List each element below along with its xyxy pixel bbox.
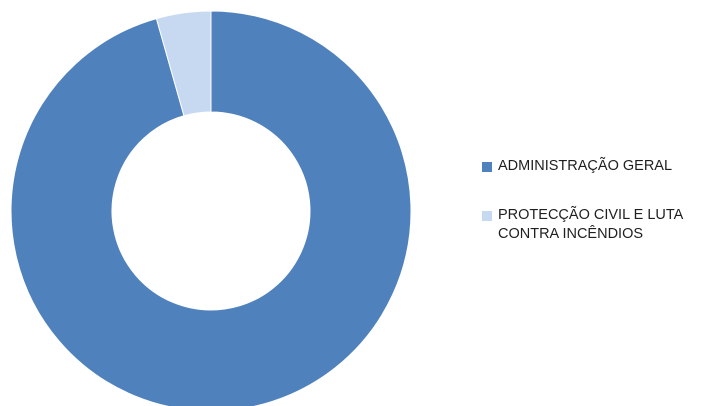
legend-label-proteccao-civil-line-1: PROTECÇÃO CIVIL E LUTA — [498, 207, 684, 223]
legend-label-proteccao-civil-line-2: CONTRA INCÊNDIOS — [498, 226, 644, 242]
legend-swatch-proteccao-civil — [482, 211, 492, 221]
donut-slice-proteccao-civil — [155, 10, 212, 117]
donut-slice-administracao-geral — [10, 10, 412, 406]
legend-swatch-administracao-geral — [482, 162, 492, 172]
legend-label-administracao-geral: ADMINISTRAÇÃO GERAL — [498, 158, 673, 174]
chart-legend: ADMINISTRAÇÃO GERAL PROTECÇÃO CIVIL E LU… — [482, 157, 718, 244]
legend-item-proteccao-civil: PROTECÇÃO CIVIL E LUTA CONTRA INCÊNDIOS — [482, 206, 718, 244]
legend-item-administracao-geral: ADMINISTRAÇÃO GERAL — [482, 157, 718, 176]
